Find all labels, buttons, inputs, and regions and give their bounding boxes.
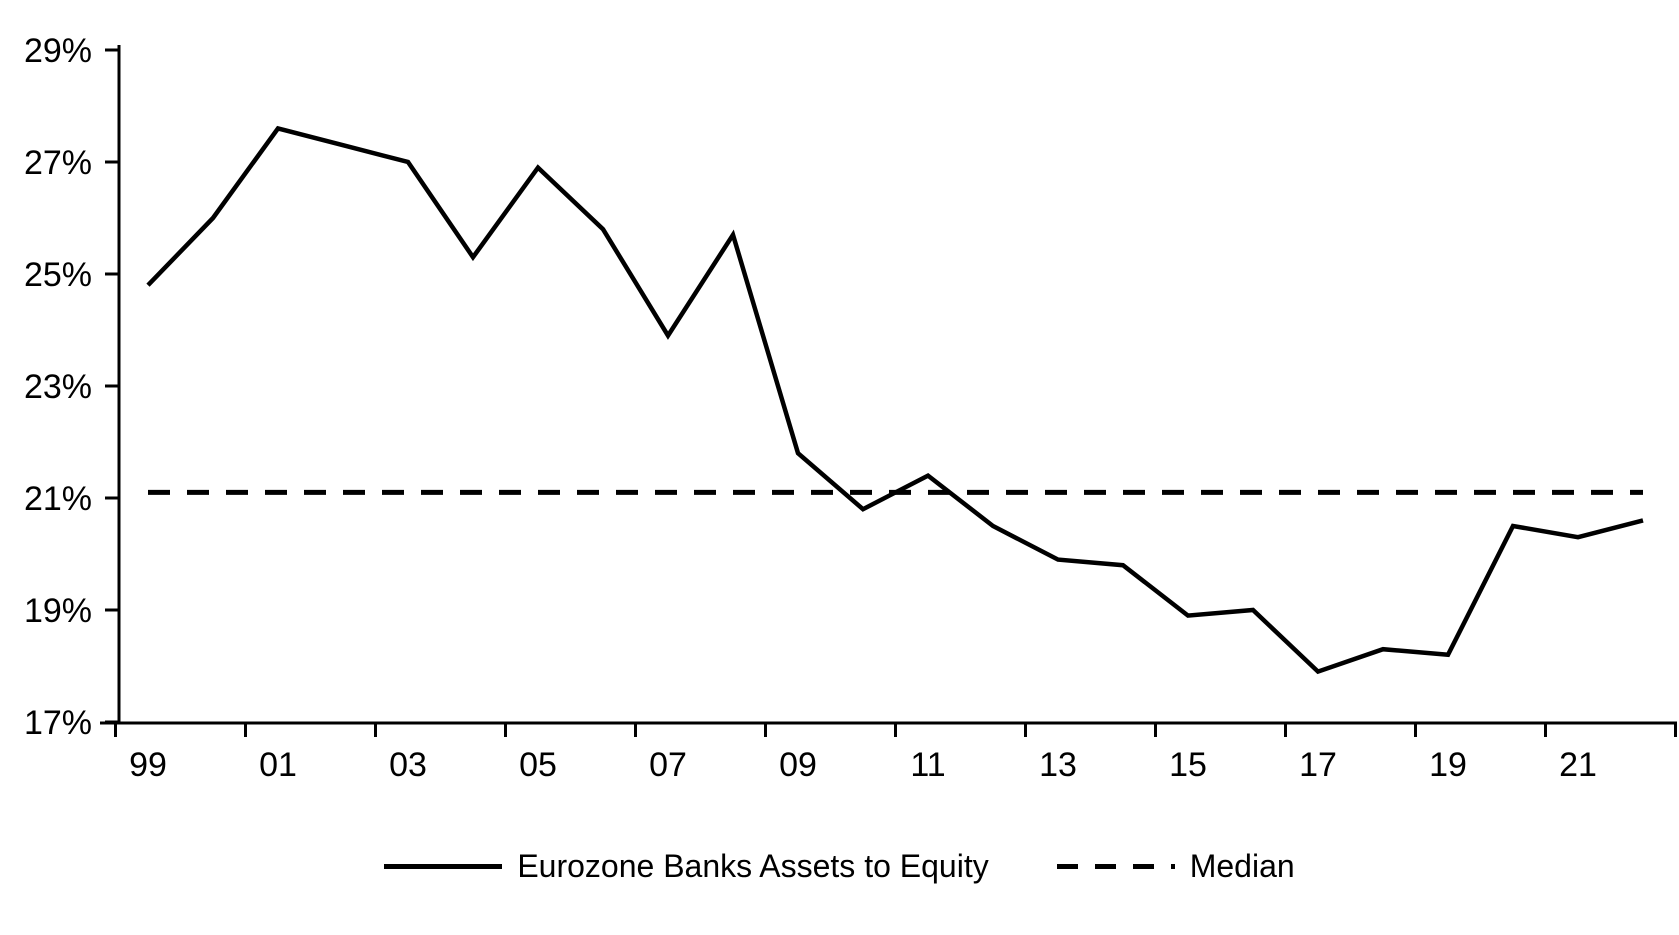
x-tick-label: 17 bbox=[1299, 746, 1337, 784]
y-tick-label: 25% bbox=[24, 256, 92, 294]
y-tick-label: 19% bbox=[24, 592, 92, 630]
x-tick-label: 19 bbox=[1429, 746, 1467, 784]
x-tick-label: 09 bbox=[779, 746, 817, 784]
y-tick-label: 21% bbox=[24, 480, 92, 518]
y-tick-label: 23% bbox=[24, 368, 92, 406]
legend-item-median: Median bbox=[1056, 848, 1295, 884]
x-tick-label: 13 bbox=[1039, 746, 1077, 784]
legend-item-series: Eurozone Banks Assets to Equity bbox=[384, 848, 989, 884]
x-tick-label: 21 bbox=[1559, 746, 1597, 784]
x-tick-label: 99 bbox=[129, 746, 167, 784]
legend-label-median: Median bbox=[1189, 848, 1295, 884]
solid-line-sample bbox=[384, 863, 503, 869]
legend-label-series: Eurozone Banks Assets to Equity bbox=[517, 848, 989, 884]
x-tick-label: 15 bbox=[1169, 746, 1207, 784]
series-line bbox=[146, 125, 1644, 675]
x-tick-label: 11 bbox=[910, 746, 945, 784]
dashed-line-sample bbox=[1056, 863, 1175, 869]
y-tick-label: 29% bbox=[24, 32, 92, 70]
legend: Eurozone Banks Assets to Equity Median bbox=[0, 850, 1679, 882]
x-tick-label: 05 bbox=[519, 746, 557, 784]
y-tick-label: 17% bbox=[24, 704, 92, 742]
x-tick-label: 01 bbox=[259, 746, 297, 784]
x-tick-label: 07 bbox=[649, 746, 687, 784]
y-tick-label: 27% bbox=[24, 144, 92, 182]
x-tick-label: 03 bbox=[389, 746, 427, 784]
